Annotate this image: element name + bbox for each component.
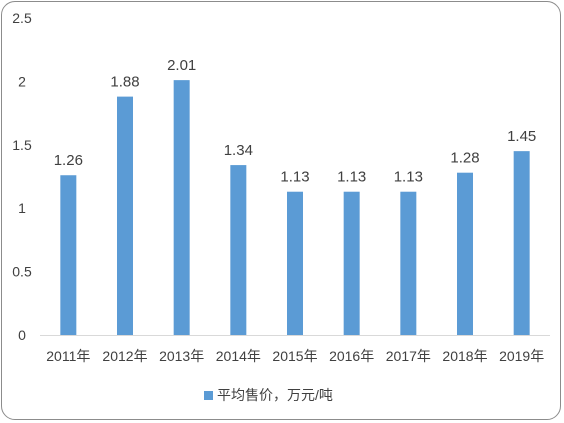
x-tick-label: 2018年 (442, 348, 487, 364)
bar (60, 175, 77, 335)
y-tick-label: 0.5 (12, 264, 32, 280)
y-tick-label: 1 (18, 200, 26, 216)
y-tick-label: 2.5 (12, 10, 32, 26)
data-label: 1.13 (280, 169, 309, 186)
bar (343, 191, 360, 335)
data-label: 1.13 (394, 169, 423, 186)
legend-label: 平均售价，万元/吨 (217, 387, 333, 403)
x-tick-label: 2011年 (46, 348, 90, 364)
bar (457, 172, 473, 335)
y-tick-label: 0 (18, 327, 26, 343)
data-labels: 1.26 1.88 2.01 1.34 1.13 1.13 1.13 1.28 1.45 (54, 57, 537, 186)
x-tick-label: 2013年 (159, 348, 204, 364)
bar (173, 80, 190, 335)
data-label: 1.45 (507, 128, 536, 145)
bar (400, 191, 417, 335)
y-tick-label: 1.5 (12, 137, 32, 153)
x-tick-label: 2014年 (216, 348, 261, 364)
bar (230, 165, 247, 335)
legend-swatch (204, 391, 213, 400)
x-tick-label: 2017年 (386, 348, 431, 364)
x-tick-label: 2012年 (102, 348, 147, 364)
data-label: 1.28 (450, 150, 479, 167)
bar (117, 96, 133, 335)
y-tick-label: 2 (18, 73, 26, 89)
data-label: 1.88 (110, 74, 139, 91)
bar (287, 191, 303, 335)
x-tick-label: 2019年 (499, 348, 544, 364)
data-label: 1.26 (54, 152, 83, 169)
x-axis-ticks: 2011年 2012年 2013年 2014年 2015年 2016年 2017年 2018年… (46, 348, 544, 364)
x-tick-label: 2015年 (272, 348, 317, 364)
legend: 平均售价，万元/吨 (204, 387, 333, 403)
data-label: 1.13 (337, 169, 366, 186)
bars (60, 80, 530, 335)
data-label: 2.01 (167, 57, 196, 74)
y-axis-ticks: 0 0.5 1 1.5 2 2.5 (12, 10, 32, 343)
x-tick-label: 2016年 (329, 348, 374, 364)
data-label: 1.34 (224, 142, 253, 159)
bar (513, 151, 530, 335)
